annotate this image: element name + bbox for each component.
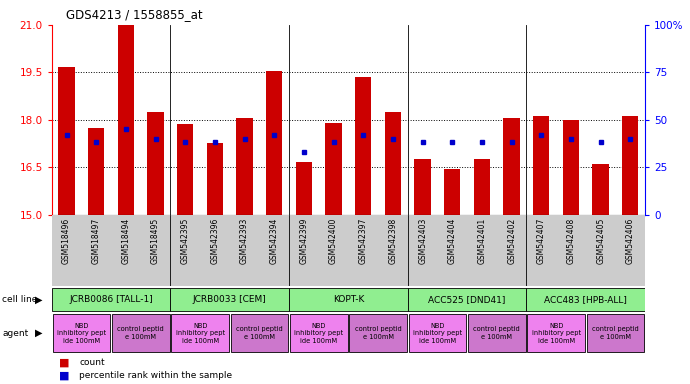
Bar bbox=[289, 288, 408, 311]
Bar bbox=[326, 123, 342, 215]
Bar bbox=[355, 77, 371, 215]
Bar bbox=[237, 118, 253, 215]
Text: ACC483 [HPB-ALL]: ACC483 [HPB-ALL] bbox=[544, 295, 627, 304]
Text: NBD
inhibitory pept
ide 100mM: NBD inhibitory pept ide 100mM bbox=[294, 323, 344, 344]
Text: GSM542403: GSM542403 bbox=[418, 217, 427, 264]
Text: GSM542394: GSM542394 bbox=[270, 217, 279, 264]
Text: agent: agent bbox=[2, 329, 28, 338]
Bar bbox=[563, 120, 579, 215]
Bar bbox=[170, 288, 289, 311]
Bar bbox=[526, 288, 645, 311]
Text: count: count bbox=[79, 358, 105, 367]
Bar bbox=[296, 162, 312, 215]
Text: GSM542396: GSM542396 bbox=[210, 217, 219, 264]
Text: GSM518496: GSM518496 bbox=[62, 217, 71, 264]
Text: ■: ■ bbox=[59, 358, 69, 368]
Text: JCRB0033 [CEM]: JCRB0033 [CEM] bbox=[193, 295, 266, 304]
Bar bbox=[622, 116, 638, 215]
Text: control peptid
e 100mM: control peptid e 100mM bbox=[592, 326, 639, 340]
Text: GSM542405: GSM542405 bbox=[596, 217, 605, 264]
Text: GSM542404: GSM542404 bbox=[448, 217, 457, 264]
Text: GSM542400: GSM542400 bbox=[329, 217, 338, 264]
Text: GDS4213 / 1558855_at: GDS4213 / 1558855_at bbox=[66, 8, 202, 21]
Bar bbox=[586, 314, 644, 352]
Text: control peptid
e 100mM: control peptid e 100mM bbox=[117, 326, 164, 340]
Text: GSM542393: GSM542393 bbox=[240, 217, 249, 264]
Text: ▶: ▶ bbox=[35, 294, 43, 305]
Text: control peptid
e 100mM: control peptid e 100mM bbox=[355, 326, 402, 340]
Text: control peptid
e 100mM: control peptid e 100mM bbox=[473, 326, 520, 340]
Bar bbox=[415, 159, 431, 215]
Bar bbox=[88, 127, 104, 215]
Bar bbox=[207, 143, 223, 215]
Text: cell line: cell line bbox=[2, 295, 37, 304]
Text: ▶: ▶ bbox=[35, 328, 43, 338]
Text: GSM518494: GSM518494 bbox=[121, 217, 130, 264]
Text: GSM542395: GSM542395 bbox=[181, 217, 190, 264]
Bar bbox=[533, 116, 549, 215]
Text: ACC525 [DND41]: ACC525 [DND41] bbox=[428, 295, 506, 304]
Text: GSM542398: GSM542398 bbox=[388, 217, 397, 264]
Text: GSM542407: GSM542407 bbox=[537, 217, 546, 264]
Bar bbox=[593, 164, 609, 215]
Bar bbox=[177, 124, 193, 215]
Bar bbox=[118, 25, 134, 215]
Text: KOPT-K: KOPT-K bbox=[333, 295, 364, 304]
Bar bbox=[408, 314, 466, 352]
Text: GSM542408: GSM542408 bbox=[566, 217, 575, 264]
Text: JCRB0086 [TALL-1]: JCRB0086 [TALL-1] bbox=[69, 295, 153, 304]
Bar bbox=[385, 112, 401, 215]
Bar bbox=[444, 169, 460, 215]
Bar bbox=[468, 314, 526, 352]
Text: NBD
inhibitory pept
ide 100mM: NBD inhibitory pept ide 100mM bbox=[413, 323, 462, 344]
Bar bbox=[527, 314, 585, 352]
Text: GSM542399: GSM542399 bbox=[299, 217, 308, 264]
Text: GSM518495: GSM518495 bbox=[151, 217, 160, 264]
Bar bbox=[112, 314, 170, 352]
Text: GSM518497: GSM518497 bbox=[92, 217, 101, 264]
Bar bbox=[290, 314, 348, 352]
Text: NBD
inhibitory pept
ide 100mM: NBD inhibitory pept ide 100mM bbox=[57, 323, 106, 344]
Bar bbox=[349, 314, 407, 352]
Text: GSM542397: GSM542397 bbox=[359, 217, 368, 264]
Text: GSM542406: GSM542406 bbox=[626, 217, 635, 264]
Bar bbox=[148, 112, 164, 215]
Text: NBD
inhibitory pept
ide 100mM: NBD inhibitory pept ide 100mM bbox=[175, 323, 225, 344]
Bar bbox=[52, 288, 170, 311]
Bar bbox=[59, 67, 75, 215]
Bar bbox=[266, 71, 282, 215]
Bar bbox=[230, 314, 288, 352]
Bar bbox=[408, 288, 526, 311]
Text: ■: ■ bbox=[59, 370, 69, 380]
Text: control peptid
e 100mM: control peptid e 100mM bbox=[236, 326, 283, 340]
Text: NBD
inhibitory pept
ide 100mM: NBD inhibitory pept ide 100mM bbox=[531, 323, 581, 344]
Text: GSM542401: GSM542401 bbox=[477, 217, 486, 264]
Bar bbox=[474, 159, 490, 215]
Text: percentile rank within the sample: percentile rank within the sample bbox=[79, 371, 233, 380]
Bar bbox=[52, 314, 110, 352]
Text: GSM542402: GSM542402 bbox=[507, 217, 516, 264]
Bar bbox=[171, 314, 229, 352]
Bar bbox=[504, 118, 520, 215]
